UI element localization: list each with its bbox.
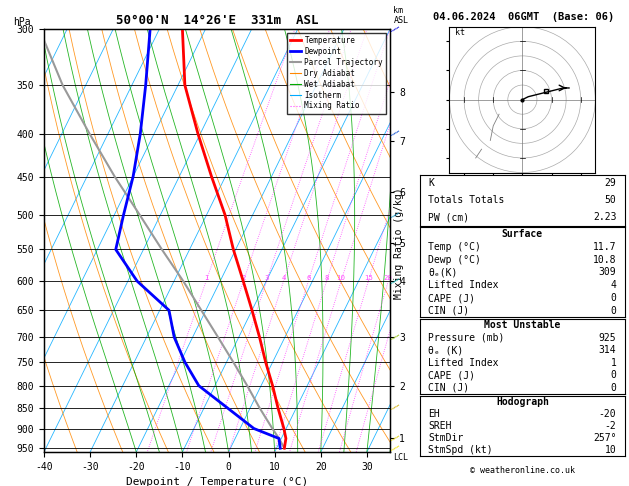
Text: LCL: LCL: [394, 453, 408, 462]
Text: StmSpd (kt): StmSpd (kt): [428, 445, 493, 455]
Text: 50: 50: [604, 195, 616, 206]
Text: Lifted Index: Lifted Index: [428, 280, 499, 290]
Text: 8: 8: [325, 275, 329, 281]
Text: 2.23: 2.23: [593, 212, 616, 223]
Text: 2: 2: [242, 275, 245, 281]
Text: 10: 10: [604, 445, 616, 455]
Text: Surface: Surface: [502, 229, 543, 239]
Text: 10.8: 10.8: [593, 255, 616, 264]
Text: /: /: [390, 434, 399, 443]
Text: 309: 309: [599, 267, 616, 278]
Text: CIN (J): CIN (J): [428, 306, 469, 316]
Text: 20: 20: [384, 275, 392, 281]
Text: StmDir: StmDir: [428, 433, 464, 443]
Text: Mixing Ratio (g/kg): Mixing Ratio (g/kg): [394, 187, 404, 299]
Text: 1: 1: [611, 358, 616, 368]
Text: /: /: [390, 129, 399, 139]
Text: Lifted Index: Lifted Index: [428, 358, 499, 368]
Text: 0: 0: [611, 293, 616, 303]
Text: 314: 314: [599, 345, 616, 355]
Text: CIN (J): CIN (J): [428, 383, 469, 393]
Text: /: /: [390, 332, 399, 342]
Text: θₑ (K): θₑ (K): [428, 345, 464, 355]
Legend: Temperature, Dewpoint, Parcel Trajectory, Dry Adiabat, Wet Adiabat, Isotherm, Mi: Temperature, Dewpoint, Parcel Trajectory…: [287, 33, 386, 114]
Text: Pressure (mb): Pressure (mb): [428, 332, 504, 343]
Text: Hodograph: Hodograph: [496, 397, 549, 407]
Text: © weatheronline.co.uk: © weatheronline.co.uk: [470, 466, 575, 475]
Text: Most Unstable: Most Unstable: [484, 320, 560, 330]
Text: kt: kt: [455, 29, 465, 37]
Text: 04.06.2024  06GMT  (Base: 06): 04.06.2024 06GMT (Base: 06): [433, 12, 615, 22]
Text: 257°: 257°: [593, 433, 616, 443]
Text: 3: 3: [264, 275, 269, 281]
Text: Totals Totals: Totals Totals: [428, 195, 504, 206]
Text: CAPE (J): CAPE (J): [428, 293, 476, 303]
Text: 0: 0: [611, 383, 616, 393]
Text: 4: 4: [611, 280, 616, 290]
Text: 0: 0: [611, 306, 616, 316]
Text: /: /: [390, 210, 399, 220]
Text: 15: 15: [364, 275, 373, 281]
Text: CAPE (J): CAPE (J): [428, 370, 476, 381]
Text: EH: EH: [428, 409, 440, 419]
Text: hPa: hPa: [13, 17, 31, 27]
Text: 4: 4: [281, 275, 286, 281]
Text: 10: 10: [337, 275, 345, 281]
Text: /: /: [390, 24, 399, 34]
Text: PW (cm): PW (cm): [428, 212, 469, 223]
Text: -20: -20: [599, 409, 616, 419]
Title: 50°00'N  14°26'E  331m  ASL: 50°00'N 14°26'E 331m ASL: [116, 14, 318, 27]
Text: Dewp (°C): Dewp (°C): [428, 255, 481, 264]
Text: 0: 0: [611, 370, 616, 381]
Text: /: /: [390, 403, 399, 413]
Text: 11.7: 11.7: [593, 242, 616, 252]
Text: Temp (°C): Temp (°C): [428, 242, 481, 252]
Text: 925: 925: [599, 332, 616, 343]
Text: -2: -2: [604, 421, 616, 431]
Text: /: /: [390, 277, 399, 286]
Text: km
ASL: km ASL: [394, 5, 408, 25]
Text: 1: 1: [204, 275, 208, 281]
Text: θₑ(K): θₑ(K): [428, 267, 458, 278]
Text: K: K: [428, 178, 434, 189]
Text: 6: 6: [306, 275, 311, 281]
Text: 29: 29: [604, 178, 616, 189]
X-axis label: Dewpoint / Temperature (°C): Dewpoint / Temperature (°C): [126, 477, 308, 486]
Text: SREH: SREH: [428, 421, 452, 431]
Text: /: /: [390, 444, 399, 453]
